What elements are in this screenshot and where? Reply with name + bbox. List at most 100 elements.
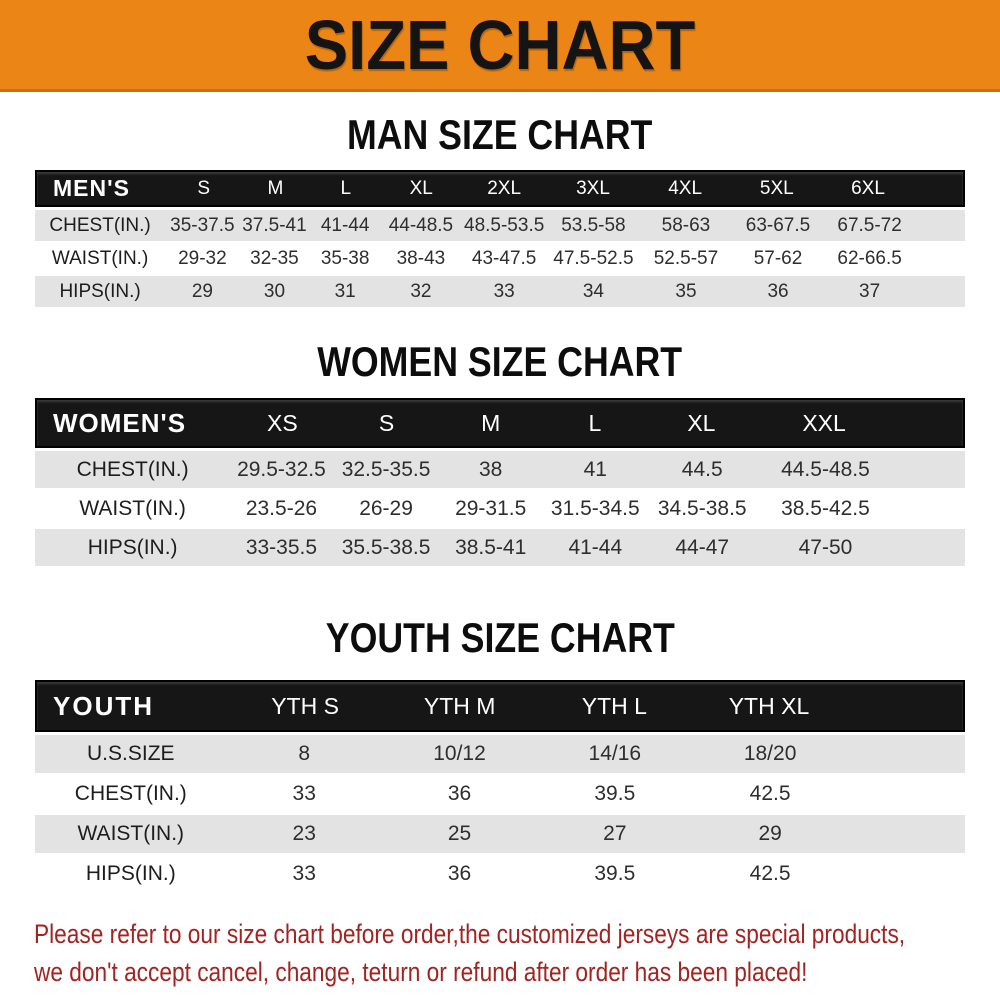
men-size-header-l: L [340,177,352,199]
men-size-header-s: S [197,177,210,199]
size-value-cell: 8 [298,742,311,765]
youth-section-heading-text: YOUTH SIZE CHART [325,614,675,661]
size-value-cell: 37.5-41 [242,214,307,236]
size-value-cell: 35-37.5 [170,214,235,236]
size-value-cell: 38-43 [396,247,446,269]
disclaimer: Please refer to our size chart before or… [0,915,1000,991]
size-value-cell: 29-31.5 [455,496,527,520]
size-value-cell: 14/16 [588,742,642,765]
size-value-cell: 35 [675,280,697,302]
size-value-cell: 36 [447,862,472,885]
size-value-cell: 34 [582,280,604,302]
men-table-title: MEN'S [53,175,130,201]
size-value-cell: 38 [479,457,503,481]
size-value-cell: 43-47.5 [471,247,537,269]
size-value-cell: 37 [859,280,881,302]
measurement-label: HIPS(IN.) [87,535,178,559]
measurement-label: HIPS(IN.) [85,862,176,885]
measurement-label: U.S.SIZE [87,742,175,765]
women-section-heading: WOMEN SIZE CHART [0,340,1000,384]
size-value-cell: 31 [334,280,356,302]
size-value-cell: 63-67.5 [745,214,811,236]
measurement-label: HIPS(IN.) [59,280,141,302]
size-value-cell: 58-63 [661,214,711,236]
size-value-cell: 39.5 [594,862,636,885]
youth-chest-row: CHEST(IN.) 33 36 39.5 42.5 [35,775,965,815]
women-hips-row: HIPS(IN.) 33-35.5 35.5-38.5 38.5-41 41-4… [35,529,965,568]
men-chest-row: CHEST(IN.) 35-37.5 37.5-41 41-44 44-48.5… [35,210,965,243]
size-value-cell: 10/12 [433,742,486,765]
size-value-cell: 41-44 [568,535,623,559]
women-size-header-m: M [481,409,501,436]
women-size-header-xxl: XXL [802,409,846,436]
size-value-cell: 33 [292,782,316,805]
size-value-cell: 42.5 [749,862,791,885]
men-waist-row: WAIST(IN.) 29-32 32-35 35-38 38-43 43-47… [35,243,965,276]
size-value-cell: 44.5 [681,457,723,481]
size-value-cell: 32 [410,280,432,302]
women-size-header-s: S [378,409,395,436]
disclaimer-line-2: we don't accept cancel, change, teturn o… [34,957,808,987]
size-value-cell: 38.5-42.5 [781,496,870,520]
youth-size-header-l: YTH L [581,692,647,719]
size-value-cell: 44-48.5 [388,214,454,236]
men-size-header-4xl: 4XL [668,177,703,199]
youth-size-header-xl: YTH XL [728,692,810,719]
men-size-header-xl: XL [409,177,433,199]
size-value-cell: 42.5 [749,782,791,805]
size-value-cell: 29 [191,280,213,302]
size-value-cell: 39.5 [594,782,636,805]
women-size-table: WOMEN'S XS S M L XL XXL CHEST(IN.) 29.5-… [35,398,965,568]
size-value-cell: 44.5-48.5 [781,457,870,481]
size-value-cell: 32.5-35.5 [341,457,431,481]
size-value-cell: 41 [583,457,607,481]
size-value-cell: 34.5-38.5 [657,496,747,520]
measurement-label: WAIST(IN.) [51,247,149,269]
women-chest-row: CHEST(IN.) 29.5-32.5 32.5-35.5 38 41 44.… [35,451,965,490]
youth-section-heading: YOUTH SIZE CHART [0,616,1000,660]
size-value-cell: 23 [292,822,316,845]
women-size-header-l: L [588,409,602,436]
size-value-cell: 26-29 [359,496,413,520]
measurement-label: CHEST(IN.) [49,214,151,236]
size-value-cell: 30 [263,280,286,302]
women-section-heading-text: WOMEN SIZE CHART [317,338,683,385]
size-value-cell: 57-62 [753,247,803,269]
size-value-cell: 36 [767,280,789,302]
disclaimer-line-1: Please refer to our size chart before or… [34,919,906,949]
women-table-title: WOMEN'S [53,407,187,438]
size-value-cell: 44-47 [675,535,730,559]
men-size-header-5xl: 5XL [759,177,794,199]
size-value-cell: 53.5-58 [561,214,626,236]
size-value-cell: 52.5-57 [653,247,719,269]
size-value-cell: 33 [292,862,316,885]
women-waist-row: WAIST(IN.) 23.5-26 26-29 29-31.5 31.5-34… [35,490,965,529]
youth-table-header-row: YOUTH YTH S YTH M YTH L YTH XL [35,680,965,732]
measurement-label: CHEST(IN.) [76,457,189,481]
size-value-cell: 41-44 [320,214,370,236]
size-value-cell: 36 [447,782,472,805]
women-size-header-xl: XL [687,409,716,436]
size-value-cell: 35.5-38.5 [341,535,431,559]
banner-title: SIZE CHART [304,5,696,84]
men-size-header-6xl: 6XL [851,177,885,199]
size-value-cell: 18/20 [743,742,797,765]
men-size-table: MEN'S S M L XL 2XL 3XL 4XL 5XL 6XL CHEST… [35,170,965,309]
measurement-label: CHEST(IN.) [74,782,187,805]
size-value-cell: 35-38 [320,247,370,269]
measurement-label: WAIST(IN.) [77,822,185,845]
youth-size-table: YOUTH YTH S YTH M YTH L YTH XL U.S.SIZE … [35,680,965,895]
youth-waist-row: WAIST(IN.) 23 25 27 29 [35,815,965,855]
size-value-cell: 62-66.5 [837,247,902,269]
men-hips-row: HIPS(IN.) 29 30 31 32 33 34 35 36 37 [35,276,965,309]
youth-table-title: YOUTH [53,690,154,721]
size-value-cell: 67.5-72 [837,214,902,236]
size-value-cell: 23.5-26 [245,496,318,520]
men-section-heading-text: MAN SIZE CHART [347,111,653,158]
size-value-cell: 33-35.5 [245,535,318,559]
men-table-header-row: MEN'S S M L XL 2XL 3XL 4XL 5XL 6XL [35,170,965,207]
size-value-cell: 47-50 [798,535,853,559]
youth-size-header-s: YTH S [271,692,339,719]
size-value-cell: 25 [447,822,472,845]
women-table-header-row: WOMEN'S XS S M L XL XXL [35,398,965,448]
